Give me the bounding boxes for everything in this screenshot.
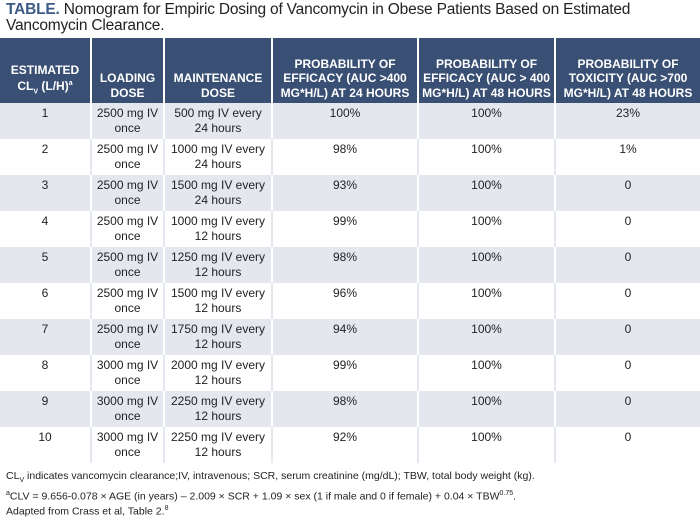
cell-toxicity-48h: 0 [554, 175, 700, 211]
footnote-abbreviations: CLV indicates vancomycin clearance;IV, i… [6, 470, 535, 485]
cell-efficacy-48h: 100% [417, 283, 555, 319]
cell-toxicity-48h: 0 [554, 427, 700, 463]
table-row: 4 2500 mg IV once 1000 mg IV every 12 hour… [0, 211, 700, 247]
table-row: 1 2500 mg IV once 500 mg IV every 24 hours… [0, 103, 700, 139]
cell-efficacy-24h: 99% [271, 355, 418, 391]
table-row: 2 2500 mg IV once 1000 mg IV every 24 hour… [0, 139, 700, 175]
footnote-formula: aCLV = 9.656-0.078 × AGE (in years) – 2.… [6, 489, 517, 503]
cell-loading-dose: 2500 mg IV once [90, 103, 164, 139]
cell-maintenance-dose: 1500 mg IV every 24 hours [163, 175, 272, 211]
cell-maintenance-dose: 1250 mg IV every 12 hours [163, 247, 272, 283]
cell-maintenance-dose: 1000 mg IV every 24 hours [163, 139, 272, 175]
cell-maintenance-dose: 1750 mg IV every 12 hours [163, 319, 272, 355]
cell-loading-dose: 2500 mg IV once [90, 247, 164, 283]
footnotes: CLV indicates vancomycin clearance;IV, i… [6, 470, 535, 518]
cell-efficacy-48h: 100% [417, 247, 555, 283]
cell-loading-dose: 2500 mg IV once [90, 283, 164, 319]
cell-clearance: 7 [0, 319, 91, 355]
cell-clearance: 5 [0, 247, 91, 283]
table-row: 8 3000 mg IV once 2000 mg IV every 12 hour… [0, 355, 700, 391]
cell-efficacy-48h: 100% [417, 103, 555, 139]
cell-maintenance-dose: 1000 mg IV every 12 hours [163, 211, 272, 247]
cell-clearance: 10 [0, 427, 91, 463]
cell-efficacy-24h: 93% [271, 175, 418, 211]
header-efficacy-24h: PROBABILITY OF EFFICACY (AUC >400 MG*H/L… [271, 38, 418, 103]
cell-loading-dose: 3000 mg IV once [90, 391, 164, 427]
cell-efficacy-48h: 100% [417, 391, 555, 427]
cell-toxicity-48h: 0 [554, 211, 700, 247]
cell-loading-dose: 2500 mg IV once [90, 139, 164, 175]
cell-toxicity-48h: 0 [554, 355, 700, 391]
cell-efficacy-48h: 100% [417, 211, 555, 247]
table-row: 3 2500 mg IV once 1500 mg IV every 24 hour… [0, 175, 700, 211]
cell-clearance: 2 [0, 139, 91, 175]
cell-clearance: 4 [0, 211, 91, 247]
cell-toxicity-48h: 0 [554, 319, 700, 355]
cell-toxicity-48h: 0 [554, 283, 700, 319]
header-row: ESTIMATED CLV (L/H)a LOADING DOSE MAINTE… [0, 38, 700, 103]
table-row: 5 2500 mg IV once 1250 mg IV every 12 hour… [0, 247, 700, 283]
cell-efficacy-24h: 92% [271, 427, 418, 463]
cell-efficacy-48h: 100% [417, 355, 555, 391]
cell-maintenance-dose: 2250 mg IV every 12 hours [163, 391, 272, 427]
cell-toxicity-48h: 0 [554, 391, 700, 427]
table-row: 7 2500 mg IV once 1750 mg IV every 12 hour… [0, 319, 700, 355]
cell-efficacy-24h: 98% [271, 247, 418, 283]
cell-efficacy-24h: 100% [271, 103, 418, 139]
cell-efficacy-24h: 98% [271, 139, 418, 175]
header-efficacy-48h: PROBABILITY OF EFFICACY (AUC > 400 MG*H/… [417, 38, 555, 103]
cell-efficacy-24h: 94% [271, 319, 418, 355]
title-text: Nomogram for Empiric Dosing of Vancomyci… [6, 1, 631, 34]
cell-efficacy-24h: 96% [271, 283, 418, 319]
cell-toxicity-48h: 1% [554, 139, 700, 175]
cell-efficacy-48h: 100% [417, 427, 555, 463]
table-row: 6 2500 mg IV once 1500 mg IV every 12 hour… [0, 283, 700, 319]
cell-clearance: 3 [0, 175, 91, 211]
cell-maintenance-dose: 1500 mg IV every 12 hours [163, 283, 272, 319]
cell-efficacy-48h: 100% [417, 319, 555, 355]
header-toxicity-48h: PROBABILITY OF TOXICITY (AUC >700 MG*H/L… [554, 38, 700, 103]
cell-loading-dose: 3000 mg IV once [90, 427, 164, 463]
title-label: TABLE. [6, 1, 60, 18]
cell-toxicity-48h: 0 [554, 247, 700, 283]
table-title: TABLE. Nomogram for Empiric Dosing of Va… [6, 2, 696, 34]
table-row: 10 3000 mg IV once 2250 mg IV every 12 hou… [0, 427, 700, 463]
cell-maintenance-dose: 500 mg IV every 24 hours [163, 103, 272, 139]
cell-loading-dose: 3000 mg IV once [90, 355, 164, 391]
cell-efficacy-48h: 100% [417, 139, 555, 175]
cell-efficacy-24h: 99% [271, 211, 418, 247]
cell-maintenance-dose: 2250 mg IV every 12 hours [163, 427, 272, 463]
cell-efficacy-48h: 100% [417, 175, 555, 211]
cell-clearance: 8 [0, 355, 91, 391]
cell-loading-dose: 2500 mg IV once [90, 211, 164, 247]
header-maintenance-dose: MAINTENANCE DOSE [163, 38, 272, 103]
header-clearance: ESTIMATED CLV (L/H)a [0, 38, 91, 103]
nomogram-table: ESTIMATED CLV (L/H)a LOADING DOSE MAINTE… [0, 38, 700, 463]
cell-efficacy-24h: 98% [271, 391, 418, 427]
footnote-source: Adapted from Crass et al, Table 2.8 [6, 504, 169, 518]
cell-loading-dose: 2500 mg IV once [90, 319, 164, 355]
header-loading-dose: LOADING DOSE [90, 38, 164, 103]
cell-clearance: 9 [0, 391, 91, 427]
table-row: 9 3000 mg IV once 2250 mg IV every 12 hour… [0, 391, 700, 427]
cell-clearance: 6 [0, 283, 91, 319]
cell-clearance: 1 [0, 103, 91, 139]
cell-loading-dose: 2500 mg IV once [90, 175, 164, 211]
cell-toxicity-48h: 23% [554, 103, 700, 139]
cell-maintenance-dose: 2000 mg IV every 12 hours [163, 355, 272, 391]
